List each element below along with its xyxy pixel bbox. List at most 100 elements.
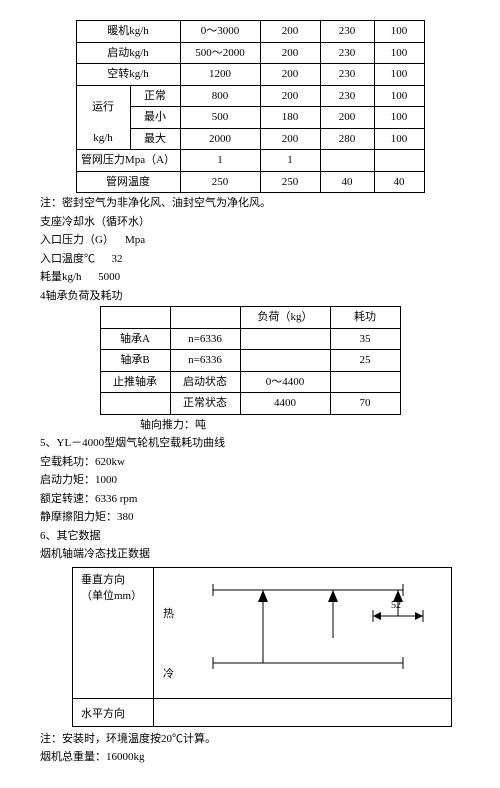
- cell: 轴承A: [100, 328, 170, 350]
- diagram-header: 垂直方向 （单位mm）: [81, 572, 142, 605]
- cooling-val: Mpa: [125, 234, 145, 246]
- cooling-val: 5000: [98, 271, 120, 283]
- cell: 100: [374, 42, 424, 64]
- table-row: 空转kg/h 1200 200 230 100: [76, 64, 424, 86]
- cell: [100, 393, 170, 415]
- cell: 200: [260, 85, 320, 107]
- table-row: 启动kg/h 500～2000 200 230 100: [76, 42, 424, 64]
- cell: 250: [260, 171, 320, 193]
- spec-line: 启动力矩：1000: [40, 472, 460, 489]
- table-row: 轴承A n=6336 35: [100, 328, 400, 350]
- table-row: 止推轴承 启动状态 0～4400: [100, 371, 400, 393]
- row-label: 暖机kg/h: [76, 21, 180, 43]
- cell: [320, 150, 374, 172]
- cooling-line: 入口温度℃ 32: [40, 251, 460, 268]
- air-note: 注：密封空气为非净化风、油封空气为净化风。: [40, 195, 460, 212]
- cell: 230: [320, 21, 374, 43]
- header-cell: [170, 307, 240, 329]
- table-row: 正常状态 4400 70: [100, 393, 400, 415]
- cell: 200: [260, 128, 320, 150]
- table-row: 轴承B n=6336 25: [100, 350, 400, 372]
- section5-title: 5、YL－4000型烟气轮机空载耗功曲线: [40, 435, 460, 452]
- header-cell: 耗功: [330, 307, 400, 329]
- cell: 轴承B: [100, 350, 170, 372]
- cell: 0～4400: [240, 371, 330, 393]
- cell: 止推轴承: [100, 371, 170, 393]
- cell: 100: [374, 85, 424, 107]
- cell: 100: [374, 64, 424, 86]
- cell: [374, 150, 424, 172]
- cooling-key: 入口压力（G）: [40, 234, 114, 246]
- table-header-row: 负荷（kg） 耗功: [100, 307, 400, 329]
- cell: 100: [374, 21, 424, 43]
- cell: 100: [374, 107, 424, 129]
- kgh-label: kg/h: [76, 128, 130, 150]
- row-label: 空转kg/h: [76, 64, 180, 86]
- cooling-line: 耗量kg/h 5000: [40, 269, 460, 286]
- table-row: 管网温度 250 250 40 40: [76, 171, 424, 193]
- cell: 230: [320, 64, 374, 86]
- cell: 280: [320, 128, 374, 150]
- cell: [240, 328, 330, 350]
- section6-title: 6、其它数据: [40, 528, 460, 545]
- header-cell: 负荷（kg）: [240, 307, 330, 329]
- cell: 40: [374, 171, 424, 193]
- cell: 0～3000: [180, 21, 260, 43]
- cell: 200: [260, 42, 320, 64]
- cooling-line: 入口压力（G） Mpa: [40, 232, 460, 249]
- row-label: 启动kg/h: [76, 42, 180, 64]
- install-note: 注：安装时，环境温度按20℃计算。: [40, 731, 460, 748]
- section6-subtitle: 烟机轴端冷态找正数据: [40, 546, 460, 563]
- bearing-load-table: 负荷（kg） 耗功 轴承A n=6336 35 轴承B n=6336 25 止推…: [100, 306, 401, 415]
- run-group-label: 运行: [76, 85, 130, 128]
- table-row: 暖机kg/h 0～3000 200 230 100: [76, 21, 424, 43]
- total-weight: 烟机总重量：16000kg: [40, 749, 460, 766]
- row-label: 最小: [130, 107, 180, 129]
- spec-line: 空载耗功：620kw: [40, 454, 460, 471]
- cell: 正常状态: [170, 393, 240, 415]
- table-row: kg/h 最大 2000 200 280 100: [76, 128, 424, 150]
- row-label: 管网压力Mpa（A）: [76, 150, 180, 172]
- thrust-note: 轴向推力：吨: [140, 417, 460, 434]
- cell: 1: [180, 150, 260, 172]
- cooling-key: 耗量kg/h: [40, 271, 82, 283]
- cell: 1200: [180, 64, 260, 86]
- diagram-hline: [73, 698, 451, 699]
- cell: 70: [330, 393, 400, 415]
- section4-title: 4轴承负荷及耗功: [40, 288, 460, 305]
- cell: 500: [180, 107, 260, 129]
- cell: 800: [180, 85, 260, 107]
- cell: 230: [320, 85, 374, 107]
- cooling-title: 支座冷却水（循环水）: [40, 214, 460, 231]
- table-row: 运行 正常 800 200 230 100: [76, 85, 424, 107]
- cell: 230: [320, 42, 374, 64]
- cell: n=6336: [170, 328, 240, 350]
- cell: 180: [260, 107, 320, 129]
- cell: 500～2000: [180, 42, 260, 64]
- header-cell: [100, 307, 170, 329]
- cell: 25: [330, 350, 400, 372]
- row-label: 正常: [130, 85, 180, 107]
- cell: [330, 371, 400, 393]
- air-consumption-table: 暖机kg/h 0～3000 200 230 100 启动kg/h 500～200…: [76, 20, 425, 193]
- cell: 启动状态: [170, 371, 240, 393]
- table-row: 管网压力Mpa（A） 1 1: [76, 150, 424, 172]
- spec-line: 静摩擦阻力矩：380: [40, 509, 460, 526]
- cell: 200: [260, 64, 320, 86]
- dim-52-label: 52: [391, 600, 401, 611]
- cooling-val: 32: [112, 253, 123, 265]
- cell: 250: [180, 171, 260, 193]
- cell: 2000: [180, 128, 260, 150]
- cell: 4400: [240, 393, 330, 415]
- diagram-arrows: 52: [153, 568, 453, 698]
- cell: 1: [260, 150, 320, 172]
- cell: n=6336: [170, 350, 240, 372]
- cell: 200: [320, 107, 374, 129]
- cooling-key: 入口温度℃: [40, 253, 95, 265]
- spec-line: 额定转速：6336 rpm: [40, 491, 460, 508]
- cell: 200: [260, 21, 320, 43]
- cell: 100: [374, 128, 424, 150]
- cell: 40: [320, 171, 374, 193]
- row-label: 管网温度: [76, 171, 180, 193]
- alignment-diagram: 垂直方向 （单位mm） 水平方向 热 冷 52: [72, 567, 452, 727]
